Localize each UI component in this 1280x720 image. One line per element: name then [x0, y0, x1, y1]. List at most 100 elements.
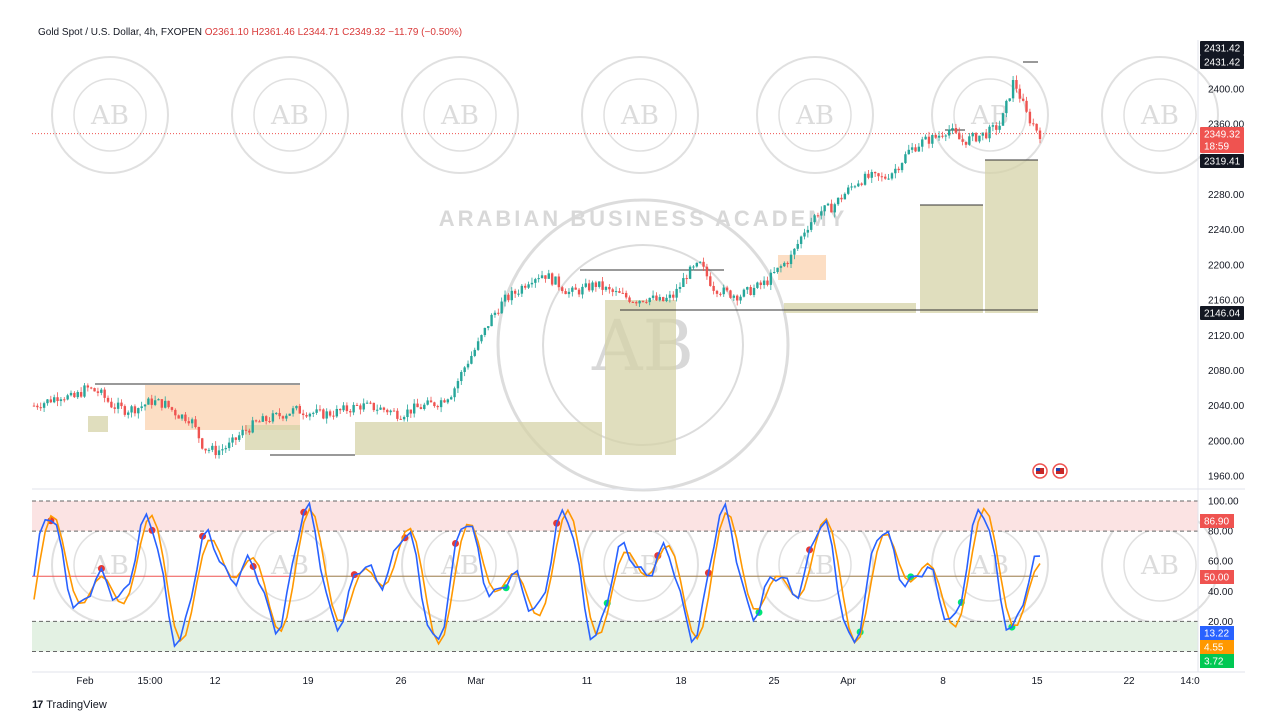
- price-label-box: [1200, 139, 1244, 153]
- candle-body: [732, 295, 736, 298]
- candle-body: [803, 232, 806, 237]
- price-tick-label: 2080.00: [1208, 366, 1245, 377]
- candle-body: [251, 420, 254, 433]
- candle-body: [658, 297, 662, 301]
- watermark-initials: AB: [270, 101, 309, 131]
- candle-body: [786, 262, 789, 265]
- indicator-tick-label: 80.00: [1208, 527, 1233, 538]
- candle-body: [234, 437, 238, 440]
- candle-body: [746, 287, 749, 290]
- candle-body: [799, 236, 803, 244]
- candle-body: [466, 363, 470, 368]
- candle-body: [365, 402, 369, 404]
- candle-body: [1005, 100, 1008, 114]
- time-tick-label: 12: [209, 676, 221, 687]
- candle-body: [497, 312, 500, 314]
- candle-body: [157, 399, 160, 401]
- legend-symbol: Gold Spot / U.S. Dollar, 4h, FXOPEN: [38, 27, 202, 38]
- candle-body: [392, 410, 396, 412]
- candle-body: [618, 291, 621, 293]
- us-event-flag-icon: [1032, 463, 1048, 479]
- candle-body: [170, 407, 174, 410]
- candle-body: [1032, 123, 1035, 125]
- candle-body: [1028, 111, 1032, 124]
- candle-body: [540, 275, 544, 279]
- time-tick-label: 26: [395, 676, 407, 687]
- candle-body: [456, 381, 460, 389]
- candle-body: [345, 405, 349, 412]
- candle-body: [722, 287, 725, 295]
- candle-body: [190, 419, 194, 424]
- watermark-initials: AB: [90, 101, 129, 131]
- candle-body: [281, 416, 285, 419]
- candle-body: [873, 172, 877, 174]
- candle-body: [524, 285, 527, 288]
- candle-body: [537, 278, 540, 280]
- candle-body: [958, 132, 961, 140]
- candle-body: [328, 411, 332, 416]
- candle-body: [160, 399, 164, 408]
- candle-body: [288, 413, 291, 416]
- candle-body: [907, 149, 910, 155]
- stoch-k-line: [33, 501, 1041, 648]
- candle-body: [386, 409, 389, 413]
- candle-body: [604, 286, 608, 290]
- candle-body: [106, 397, 110, 402]
- watermark-initials: AB: [795, 101, 834, 131]
- candle-body: [702, 261, 705, 267]
- candle-body: [561, 287, 564, 292]
- candle-body: [628, 297, 631, 302]
- watermark-ring: [1101, 56, 1219, 174]
- candle-body: [954, 128, 958, 133]
- candle-body: [1035, 123, 1038, 131]
- indicator-label-text: 86.90: [1204, 517, 1229, 528]
- price-tick-label: 2240.00: [1208, 225, 1245, 236]
- candle-body: [564, 291, 567, 295]
- time-tick-label: 14:0: [1180, 676, 1200, 687]
- candle-body: [73, 392, 76, 398]
- candle-body: [981, 132, 985, 136]
- watermark-ring: [231, 56, 349, 174]
- price-label-text: 2146.04: [1204, 309, 1241, 320]
- candle-body: [584, 283, 587, 287]
- candle-body: [665, 297, 668, 302]
- candle-body: [113, 407, 116, 409]
- watermark-badge: AB: [581, 56, 699, 174]
- candle-body: [810, 222, 813, 230]
- candle-body: [692, 266, 695, 268]
- candle-body: [412, 403, 416, 414]
- candle-body: [436, 406, 439, 408]
- candle-body: [752, 287, 756, 295]
- candle-body: [1021, 98, 1025, 101]
- watermark-initials: AB: [620, 101, 659, 131]
- candle-body: [389, 410, 392, 413]
- legend-change: −11.79 (−0.50%): [388, 27, 463, 38]
- candle-body: [517, 293, 520, 295]
- candle-body: [840, 197, 843, 200]
- candle-body: [641, 300, 645, 302]
- price-label-text: 2319.41: [1204, 157, 1241, 168]
- watermark-badge: AB: [231, 56, 349, 174]
- candle-body: [769, 272, 773, 285]
- candle-body: [396, 410, 399, 419]
- indicator-label-text: 50.00: [1204, 573, 1229, 584]
- candle-body: [937, 135, 941, 138]
- tradingview-brand[interactable]: 17 TradingView: [32, 699, 107, 711]
- oversold-band: [32, 621, 1198, 652]
- indicator-label-text: 13.22: [1204, 629, 1229, 640]
- candle-body: [749, 287, 752, 295]
- candle-body: [39, 407, 42, 409]
- candle-body: [379, 407, 382, 410]
- candle-body: [382, 407, 386, 410]
- candle-body: [312, 412, 315, 414]
- candle-body: [147, 398, 150, 405]
- candle-body: [520, 285, 524, 294]
- candle-body: [776, 267, 779, 272]
- candle-body: [567, 291, 571, 295]
- candle-body: [870, 172, 873, 178]
- watermark-initials: AB: [1140, 101, 1179, 131]
- candle-body: [167, 400, 170, 408]
- price-tick-label: 2200.00: [1208, 260, 1245, 271]
